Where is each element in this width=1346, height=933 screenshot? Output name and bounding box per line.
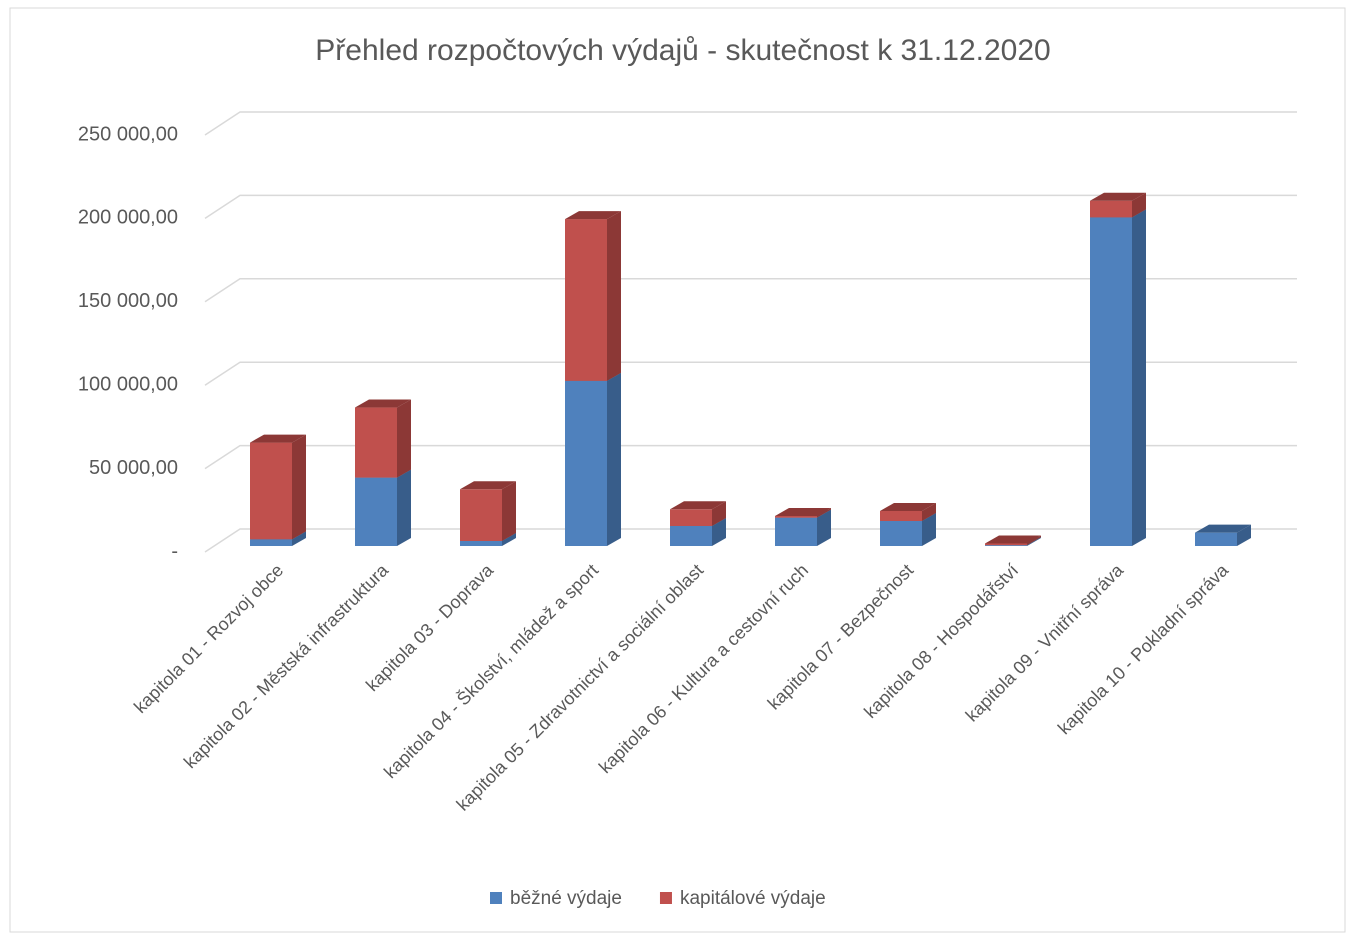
bar-top bbox=[355, 399, 411, 408]
y-tick-label: 150 000,00 bbox=[78, 290, 178, 312]
y-tick-label: 250 000,00 bbox=[78, 123, 178, 145]
bar-side bbox=[607, 372, 621, 546]
bar bbox=[985, 543, 1027, 546]
bar-side bbox=[712, 501, 726, 526]
legend-swatch bbox=[490, 892, 502, 904]
bar-top bbox=[460, 481, 516, 490]
bar bbox=[985, 545, 1027, 546]
bar bbox=[670, 525, 712, 546]
bar-side bbox=[397, 469, 411, 546]
bar-top bbox=[775, 507, 831, 516]
bar bbox=[355, 407, 397, 478]
grid-line bbox=[204, 361, 1297, 386]
bar-top bbox=[985, 535, 1041, 544]
bar bbox=[1090, 200, 1132, 218]
bar bbox=[460, 489, 502, 541]
bar bbox=[1195, 532, 1237, 546]
chart-title: Přehled rozpočtových výdajů - skutečnost… bbox=[315, 34, 1050, 67]
bar-side bbox=[292, 531, 306, 546]
bar bbox=[775, 517, 817, 546]
bar bbox=[460, 540, 502, 546]
bar bbox=[880, 520, 922, 546]
bar-side bbox=[397, 399, 411, 478]
y-tick-label: 50 000,00 bbox=[89, 457, 178, 479]
bar-top bbox=[1090, 192, 1146, 201]
legend-label: kapitálové výdaje bbox=[680, 888, 826, 909]
y-tick-label: 200 000,00 bbox=[78, 207, 178, 229]
bar-side bbox=[922, 502, 936, 521]
bar-top bbox=[1195, 524, 1251, 533]
bar-side bbox=[1237, 524, 1251, 546]
bar-side bbox=[922, 512, 936, 546]
bar bbox=[670, 509, 712, 526]
bar bbox=[565, 380, 607, 546]
bar bbox=[250, 539, 292, 546]
bar-side bbox=[817, 509, 831, 546]
bar bbox=[250, 442, 292, 540]
grid-line bbox=[204, 194, 1297, 220]
bar-side bbox=[817, 507, 831, 518]
bar-side bbox=[292, 434, 306, 540]
bar-side bbox=[1132, 209, 1146, 547]
bar-side bbox=[1027, 535, 1041, 546]
grid-line bbox=[204, 278, 1297, 303]
bar bbox=[565, 219, 607, 381]
bar-side bbox=[1027, 537, 1041, 546]
bar-top bbox=[880, 502, 936, 511]
bar-side bbox=[1132, 192, 1146, 218]
bar bbox=[775, 515, 817, 518]
y-tick-label: 100 000,00 bbox=[78, 373, 178, 395]
bar-top bbox=[670, 501, 726, 510]
bar bbox=[355, 477, 397, 546]
grid-line bbox=[204, 111, 1297, 136]
bar-top bbox=[565, 211, 621, 220]
bar-side bbox=[502, 481, 516, 541]
bar-side bbox=[607, 211, 621, 381]
grid-line bbox=[204, 528, 1297, 553]
bar bbox=[1090, 217, 1132, 547]
bar bbox=[880, 510, 922, 521]
legend-label: běžné výdaje bbox=[510, 888, 622, 909]
bar-side bbox=[712, 517, 726, 546]
bar-top bbox=[250, 434, 306, 443]
legend-swatch bbox=[659, 892, 672, 904]
y-tick-label: - bbox=[171, 540, 178, 562]
grid-line bbox=[204, 444, 1297, 470]
bar-side bbox=[502, 532, 516, 546]
